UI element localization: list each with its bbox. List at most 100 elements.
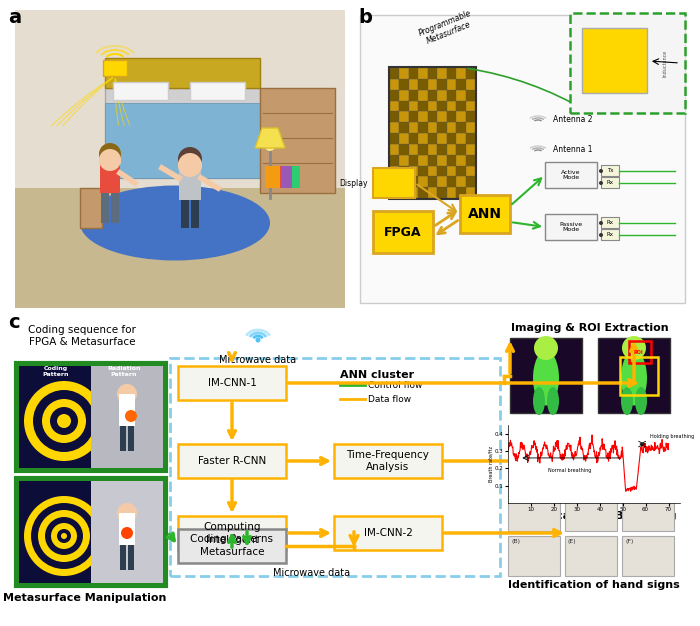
Bar [120, 426, 126, 451]
Bar [409, 165, 419, 177]
Bar [456, 68, 466, 79]
Bar [508, 536, 560, 576]
Bar [419, 79, 428, 90]
Bar [419, 133, 428, 144]
Circle shape [178, 147, 202, 171]
Bar [510, 338, 582, 413]
Bar [419, 122, 428, 133]
Ellipse shape [621, 351, 647, 406]
Text: Identification of Breathing: Identification of Breathing [511, 511, 677, 521]
Bar [181, 200, 189, 228]
Bar [466, 101, 475, 111]
Text: IM-CNN-1: IM-CNN-1 [208, 378, 256, 388]
Bar [419, 187, 428, 198]
Bar [456, 122, 466, 133]
Text: (R): (R) [511, 494, 520, 499]
Bar [170, 358, 500, 576]
Bar [409, 144, 419, 155]
Bar [178, 444, 286, 478]
Bar [128, 426, 134, 451]
Text: Programmable
Metasurface: Programmable Metasurface [417, 9, 477, 48]
Bar [390, 177, 400, 187]
Bar [113, 82, 168, 100]
Bar [456, 187, 466, 198]
Bar [373, 168, 415, 198]
Bar [400, 133, 409, 144]
Bar [456, 111, 466, 122]
Circle shape [121, 527, 133, 539]
Bar [111, 193, 119, 223]
Bar [565, 536, 617, 576]
Bar [265, 166, 280, 188]
Bar [601, 229, 619, 240]
Circle shape [256, 337, 260, 342]
Bar [15, 188, 345, 308]
Bar [419, 155, 428, 165]
Circle shape [599, 233, 603, 237]
Bar [565, 491, 617, 531]
Bar [101, 193, 109, 223]
Bar [91, 366, 163, 468]
Bar [438, 187, 447, 198]
Bar [456, 165, 466, 177]
Text: Tx: Tx [607, 168, 613, 173]
Bar [428, 101, 438, 111]
Text: Imaging & ROI Extraction: Imaging & ROI Extraction [511, 323, 668, 333]
Circle shape [117, 503, 137, 523]
Bar [438, 177, 447, 187]
Bar [428, 144, 438, 155]
Bar [466, 187, 475, 198]
Bar [278, 166, 286, 188]
Bar [428, 155, 438, 165]
Bar [105, 88, 260, 178]
Bar [390, 111, 400, 122]
Text: ANN: ANN [468, 207, 502, 221]
Bar [419, 68, 428, 79]
Bar [409, 90, 419, 101]
Bar [191, 200, 199, 228]
Bar [622, 536, 674, 576]
Bar [570, 13, 685, 113]
Bar [447, 177, 456, 187]
Bar [601, 165, 619, 176]
Text: Time-Frequency
Analysis: Time-Frequency Analysis [346, 450, 429, 472]
Bar [409, 177, 419, 187]
Bar [105, 103, 260, 178]
Bar [80, 188, 102, 228]
Circle shape [534, 336, 558, 360]
Bar [409, 122, 419, 133]
Bar [447, 165, 456, 177]
Bar [178, 529, 286, 563]
Bar [447, 111, 456, 122]
Bar [119, 513, 135, 545]
Bar [447, 187, 456, 198]
Bar [91, 481, 163, 583]
Bar [409, 101, 419, 111]
Bar [456, 79, 466, 90]
Text: Microwave data: Microwave data [274, 568, 351, 578]
Bar [400, 90, 409, 101]
Bar [438, 155, 447, 165]
Bar [419, 90, 428, 101]
Bar [16, 478, 166, 586]
Bar [447, 155, 456, 165]
Circle shape [99, 149, 121, 171]
Bar [456, 144, 466, 155]
Text: ROI: ROI [633, 351, 643, 356]
Text: Coding
Pattern: Coding Pattern [43, 366, 69, 377]
Bar [438, 144, 447, 155]
Circle shape [99, 143, 121, 165]
Bar [19, 366, 163, 468]
Bar [428, 68, 438, 79]
Bar [428, 79, 438, 90]
Circle shape [178, 153, 202, 177]
Text: Radiation
Pattern: Radiation Pattern [107, 366, 141, 377]
Bar [19, 481, 163, 583]
Bar [620, 357, 658, 395]
Bar [119, 394, 135, 426]
Bar [400, 101, 409, 111]
Circle shape [599, 169, 603, 173]
Text: (T): (T) [568, 494, 577, 499]
Circle shape [50, 407, 78, 435]
Bar [390, 90, 400, 101]
